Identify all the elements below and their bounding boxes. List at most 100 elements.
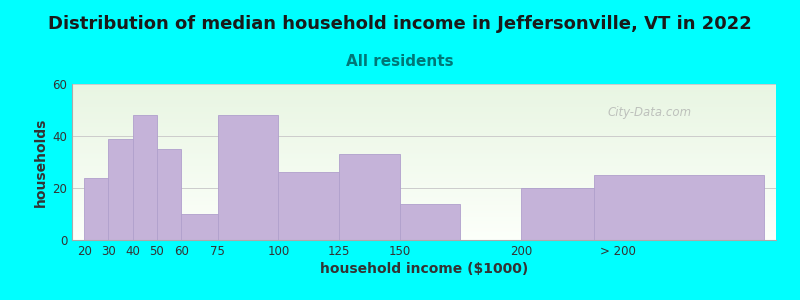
Bar: [521, 188, 594, 240]
Bar: [72, 197, 776, 198]
Bar: [133, 115, 157, 240]
Bar: [72, 235, 776, 236]
Text: City-Data.com: City-Data.com: [607, 106, 691, 118]
Bar: [218, 115, 278, 240]
Bar: [72, 238, 776, 239]
Bar: [72, 220, 776, 221]
Bar: [72, 238, 776, 239]
Bar: [72, 210, 776, 211]
Bar: [72, 168, 776, 169]
Bar: [72, 89, 776, 90]
Bar: [72, 213, 776, 214]
Bar: [72, 100, 776, 101]
Bar: [72, 140, 776, 141]
Bar: [72, 166, 776, 167]
Y-axis label: households: households: [34, 117, 48, 207]
Bar: [72, 181, 776, 182]
Text: All residents: All residents: [346, 54, 454, 69]
Bar: [72, 230, 776, 231]
Bar: [72, 125, 776, 126]
Bar: [72, 177, 776, 178]
Bar: [72, 84, 776, 85]
Bar: [72, 190, 776, 191]
Bar: [72, 118, 776, 119]
Bar: [72, 214, 776, 215]
Bar: [72, 115, 776, 116]
Bar: [72, 178, 776, 179]
Bar: [72, 215, 776, 216]
Bar: [72, 227, 776, 228]
Bar: [72, 170, 776, 171]
Bar: [72, 193, 776, 194]
X-axis label: household income ($1000): household income ($1000): [320, 262, 528, 276]
Bar: [72, 150, 776, 151]
Bar: [72, 101, 776, 102]
Bar: [72, 113, 776, 114]
Bar: [72, 184, 776, 185]
Bar: [72, 207, 776, 208]
Bar: [72, 169, 776, 170]
Bar: [72, 102, 776, 103]
Bar: [72, 187, 776, 188]
Bar: [72, 216, 776, 217]
Bar: [72, 173, 776, 174]
Bar: [72, 209, 776, 210]
Bar: [72, 159, 776, 160]
Bar: [72, 199, 776, 200]
Bar: [72, 194, 776, 195]
Bar: [72, 205, 776, 206]
Bar: [72, 180, 776, 181]
Bar: [278, 172, 339, 240]
Bar: [72, 167, 776, 168]
Bar: [72, 98, 776, 99]
Bar: [72, 151, 776, 152]
Bar: [72, 192, 776, 193]
Bar: [72, 97, 776, 98]
Bar: [72, 92, 776, 93]
Bar: [72, 110, 776, 111]
Bar: [72, 146, 776, 147]
Bar: [72, 163, 776, 164]
Bar: [72, 218, 776, 219]
Bar: [72, 160, 776, 161]
Bar: [72, 111, 776, 112]
Bar: [72, 212, 776, 213]
Bar: [400, 204, 461, 240]
Bar: [72, 143, 776, 144]
Bar: [72, 225, 776, 226]
Bar: [72, 131, 776, 132]
Bar: [72, 188, 776, 189]
Bar: [72, 86, 776, 87]
Bar: [72, 128, 776, 129]
Bar: [72, 231, 776, 232]
Bar: [72, 95, 776, 96]
Bar: [72, 122, 776, 123]
Bar: [72, 198, 776, 199]
Bar: [72, 112, 776, 113]
Bar: [72, 93, 776, 94]
Bar: [72, 147, 776, 148]
Bar: [339, 154, 400, 240]
Bar: [72, 228, 776, 229]
Bar: [72, 137, 776, 138]
Bar: [72, 202, 776, 203]
Bar: [72, 139, 776, 140]
Bar: [72, 195, 776, 196]
Bar: [72, 108, 776, 109]
Bar: [72, 117, 776, 118]
Bar: [72, 136, 776, 137]
Bar: [72, 106, 776, 107]
Bar: [72, 183, 776, 184]
Bar: [72, 179, 776, 180]
Bar: [72, 135, 776, 136]
Bar: [72, 204, 776, 205]
Bar: [72, 224, 776, 225]
Bar: [72, 123, 776, 124]
Bar: [72, 127, 776, 128]
Bar: [72, 141, 776, 142]
Bar: [72, 145, 776, 146]
Bar: [72, 185, 776, 186]
Bar: [72, 149, 776, 150]
Bar: [72, 138, 776, 139]
Bar: [72, 105, 776, 106]
